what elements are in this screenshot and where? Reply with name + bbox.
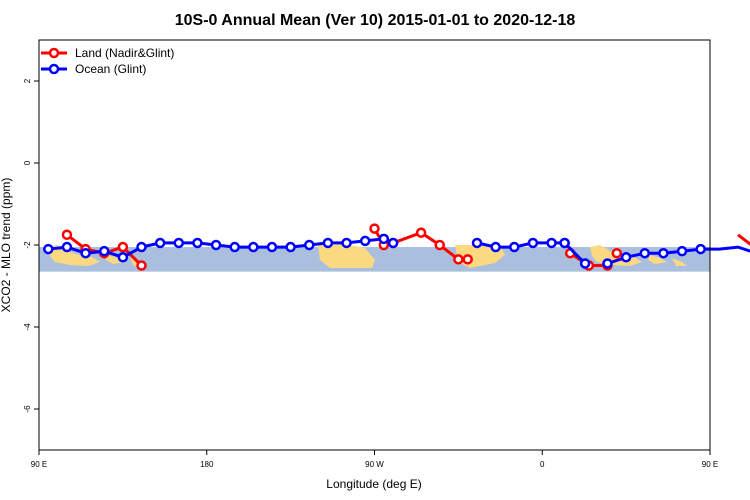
- x-tick-label: 0: [540, 460, 545, 469]
- legend: Land (Nadir&Glint) Ocean (Glint): [41, 46, 174, 76]
- data-point: [61, 229, 73, 240]
- x-axis-label: Longitude (deg E): [326, 477, 421, 491]
- y-tick-label: -4: [23, 323, 32, 331]
- data-point: [415, 227, 427, 238]
- data-point: [658, 247, 669, 259]
- data-point: [117, 241, 129, 253]
- data-point: [471, 237, 483, 249]
- data-point: [462, 254, 473, 265]
- data-point: [341, 237, 352, 249]
- series-layer: [43, 223, 750, 271]
- data-point: [602, 258, 613, 269]
- x-tick-label: 90 E: [702, 460, 718, 469]
- data-point: [136, 260, 147, 271]
- data-point: [434, 239, 445, 251]
- data-point: [490, 241, 501, 253]
- data-point: [453, 254, 464, 265]
- legend-label: Ocean (Glint): [75, 62, 146, 76]
- y-tick-label: 0: [23, 160, 32, 165]
- legend-marker: [48, 47, 60, 59]
- data-point: [579, 258, 591, 269]
- land-silhouette: [648, 255, 667, 264]
- x-tick-label: 180: [200, 460, 214, 469]
- data-point: [210, 239, 222, 251]
- series-line: [607, 245, 750, 265]
- data-point: [248, 241, 259, 253]
- data-point: [676, 245, 688, 257]
- data-point: [620, 252, 632, 263]
- land-silhouette: [48, 245, 100, 266]
- data-point: [527, 237, 539, 249]
- data-point: [61, 241, 73, 253]
- data-point: [192, 237, 203, 249]
- data-point: [369, 223, 380, 234]
- data-point: [611, 247, 623, 259]
- data-point: [509, 241, 520, 253]
- data-point: [98, 245, 110, 257]
- data-point: [154, 237, 166, 249]
- y-axis-label: XCO2 - MLO trend (ppm): [0, 178, 13, 313]
- x-axis: 90 E 180 90 W 0 90 E: [31, 450, 718, 469]
- data-point: [322, 237, 334, 249]
- x-tick-label: 90 E: [31, 460, 47, 469]
- y-tick-label: 2: [23, 78, 32, 83]
- y-tick-label: -6: [23, 405, 32, 413]
- data-point: [43, 243, 54, 255]
- legend-label: Land (Nadir&Glint): [75, 46, 174, 60]
- data-point: [285, 241, 296, 253]
- data-point: [117, 252, 129, 263]
- x-tick-label: 90 W: [365, 460, 384, 469]
- land-silhouette: [672, 258, 687, 266]
- data-point: [136, 241, 147, 253]
- data-point: [387, 237, 399, 249]
- data-point: [173, 237, 185, 249]
- data-point: [695, 243, 706, 255]
- data-point: [546, 237, 557, 249]
- data-point: [229, 241, 240, 253]
- series-ocean: [43, 233, 750, 269]
- data-point: [80, 247, 91, 259]
- legend-marker: [48, 63, 60, 75]
- chart-title: 10S-0 Annual Mean (Ver 10) 2015-01-01 to…: [175, 12, 576, 29]
- data-point: [639, 247, 651, 259]
- y-tick-label: -2: [23, 241, 32, 249]
- y-axis: 2 0 -2 -4 -6: [23, 78, 39, 413]
- data-point: [304, 239, 315, 251]
- land-silhouette: [318, 244, 375, 268]
- data-point: [559, 237, 570, 249]
- data-point: [378, 233, 390, 245]
- data-point: [359, 235, 371, 247]
- data-point: [266, 241, 278, 253]
